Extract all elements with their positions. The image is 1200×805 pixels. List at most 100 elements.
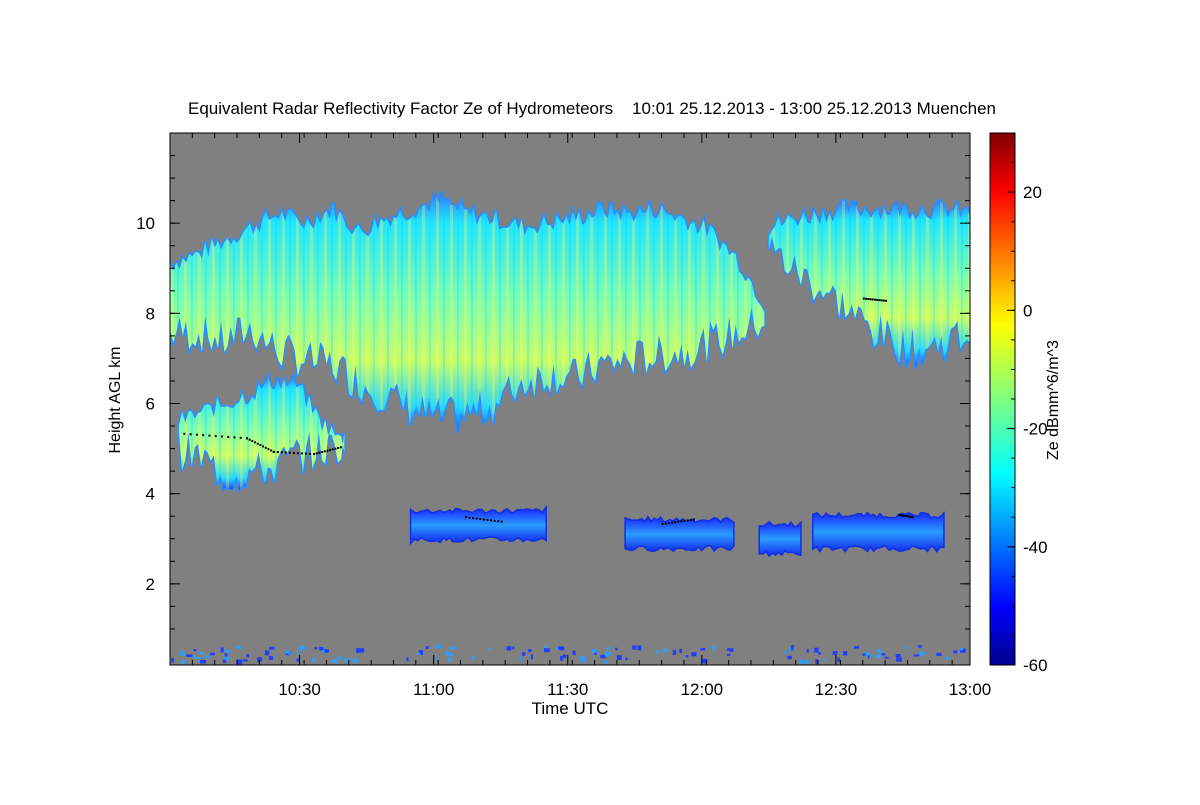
clutter-speck xyxy=(181,660,185,665)
detection-dot xyxy=(905,515,908,518)
clutter-speck xyxy=(435,657,438,661)
clutter-speck xyxy=(953,650,958,654)
clutter-speck xyxy=(672,649,677,655)
clutter-speck xyxy=(944,656,950,660)
detection-dot xyxy=(864,297,867,300)
echo-streaks xyxy=(768,200,970,369)
clutter-speck xyxy=(895,653,901,658)
detection-dot xyxy=(315,452,318,455)
detection-dot xyxy=(862,297,865,300)
detection-dot xyxy=(313,453,316,456)
detection-dot xyxy=(680,520,683,523)
clutter-speck xyxy=(700,647,706,651)
clutter-speck xyxy=(418,650,423,655)
detection-dot xyxy=(270,449,273,452)
detection-dot xyxy=(259,444,262,447)
clutter-speck xyxy=(450,653,454,657)
detection-dot xyxy=(464,516,467,519)
y-axis-label: Height AGL km xyxy=(107,346,124,453)
detection-dot xyxy=(882,299,885,302)
detection-dot xyxy=(284,451,287,454)
detection-dot xyxy=(689,518,692,521)
detection-dot xyxy=(686,519,689,522)
detection-dot xyxy=(677,520,680,523)
x-tick-label: 13:00 xyxy=(949,680,992,699)
clutter-speck xyxy=(896,657,902,662)
detection-dot xyxy=(296,452,299,455)
detection-dot xyxy=(486,518,489,521)
clutter-speck xyxy=(959,647,964,651)
detection-dot xyxy=(267,448,270,451)
x-tick-label: 11:30 xyxy=(547,680,588,699)
detection-dot xyxy=(468,516,471,519)
clutter-speck xyxy=(877,649,881,653)
detection-dot xyxy=(683,519,686,522)
detection-dot xyxy=(329,449,332,452)
clutter-speck xyxy=(837,657,840,662)
detection-dot xyxy=(254,441,257,444)
clutter-speck xyxy=(843,651,848,656)
echo-region xyxy=(409,504,547,546)
clutter-speck xyxy=(591,649,597,653)
detection-dot xyxy=(475,517,478,520)
clutter-speck xyxy=(195,656,201,659)
clutter-speck xyxy=(488,648,492,651)
clutter-speck xyxy=(854,646,860,649)
detection-dot xyxy=(482,518,485,521)
clutter-speck xyxy=(312,657,316,663)
detection-dot xyxy=(292,451,295,454)
detection-dot xyxy=(903,514,906,517)
clutter-speck xyxy=(506,646,512,651)
clutter-speck xyxy=(823,658,827,661)
clutter-speck xyxy=(783,651,787,654)
detection-dot xyxy=(202,434,205,437)
clutter-speck xyxy=(530,654,533,660)
clutter-speck xyxy=(470,656,475,660)
echo-region xyxy=(758,520,802,558)
clutter-speck xyxy=(544,645,548,650)
clutter-speck xyxy=(625,657,628,661)
clutter-speck xyxy=(297,650,300,655)
detection-dot xyxy=(664,522,667,525)
y-tick-label: 8 xyxy=(146,304,155,323)
clutter-speck xyxy=(435,644,442,649)
clutter-speck xyxy=(663,648,668,653)
clutter-speck xyxy=(319,646,324,651)
clutter-speck xyxy=(285,650,289,654)
clutter-speck xyxy=(288,652,292,656)
detection-dot xyxy=(671,521,674,524)
detection-dot xyxy=(472,517,475,520)
clutter-speck xyxy=(264,650,270,656)
detection-dot xyxy=(183,432,186,435)
clutter-speck xyxy=(314,647,318,650)
clutter-speck xyxy=(193,648,197,652)
clutter-speck xyxy=(224,653,228,657)
clutter-speck xyxy=(560,656,563,661)
clutter-speck xyxy=(528,648,532,653)
detection-dot xyxy=(331,448,334,451)
y-axis: 2 4 6 8 10 xyxy=(136,155,970,630)
detection-dot xyxy=(227,435,230,438)
detection-dot xyxy=(214,435,217,438)
detection-dot xyxy=(326,449,329,452)
melting-layer-dots xyxy=(183,297,914,525)
clutter-speck xyxy=(615,647,618,651)
colorbar-tick-label: -20 xyxy=(1023,420,1048,439)
detection-dot xyxy=(500,520,503,523)
clutter-speck xyxy=(655,650,658,654)
detection-dot xyxy=(308,452,311,455)
echo-region xyxy=(624,515,735,553)
colorbar-tick-label: 20 xyxy=(1023,183,1042,202)
y-tick-label: 4 xyxy=(146,485,155,504)
clutter-speck xyxy=(171,657,174,663)
clutter-speck xyxy=(242,659,248,662)
colorbar-label: Ze dBmm^6/m^3 xyxy=(1045,340,1062,460)
clutter-speck xyxy=(727,653,731,657)
x-tick-label: 12:00 xyxy=(681,680,724,699)
clutter-speck xyxy=(799,659,804,665)
echo-layer xyxy=(170,189,970,665)
y-tick-label: 2 xyxy=(146,575,155,594)
y-tick-label: 6 xyxy=(146,395,155,414)
clutter-speck xyxy=(600,654,606,659)
